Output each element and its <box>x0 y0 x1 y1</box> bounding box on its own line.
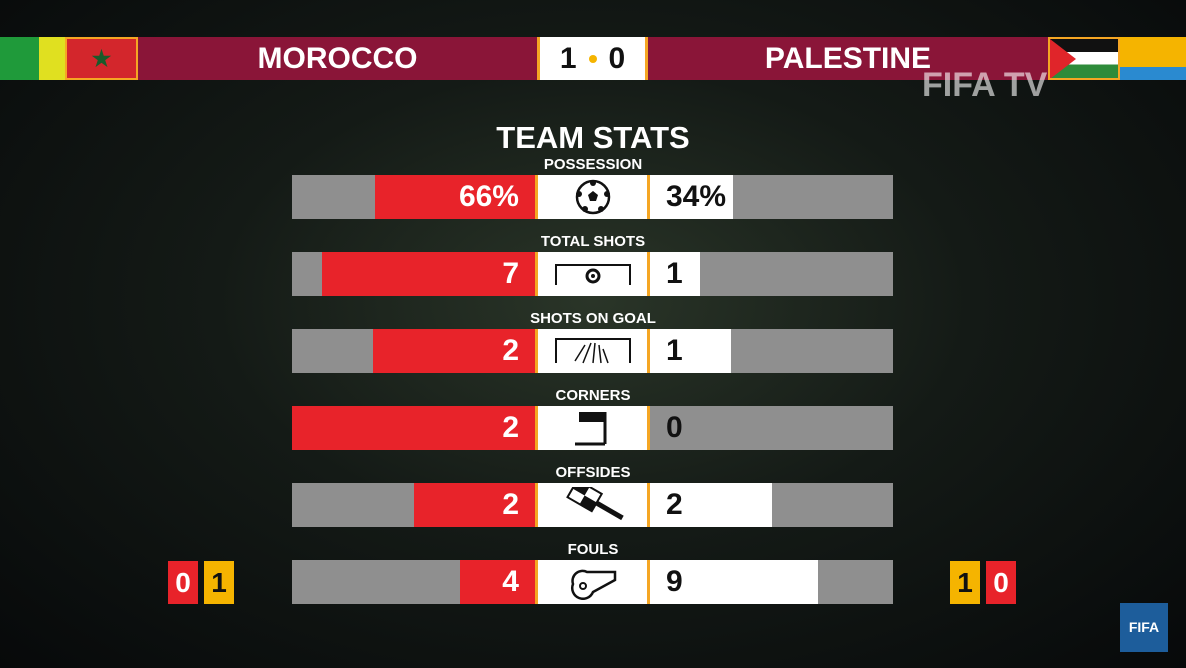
away-stat-bar: 2 <box>650 483 772 527</box>
home-stat-value: 2 <box>502 488 519 521</box>
home-score: 1 <box>559 41 577 75</box>
away-color-strip <box>1120 37 1186 80</box>
stat-label: FOULS <box>567 541 619 558</box>
fifa-tv-watermark: FIFA TV <box>922 66 1048 104</box>
stat-label: TOTAL SHOTS <box>540 233 646 250</box>
away-score: 0 <box>608 41 626 75</box>
stat-bar-total-shots: 7 1 <box>292 252 893 296</box>
away-stat-value: 2 <box>666 488 683 521</box>
stat-bar-offsides: 2 2 <box>292 483 893 527</box>
home-stat-bar: 2 <box>413 483 535 527</box>
home-stat-bar: 4 <box>460 560 535 604</box>
home-stat-value: 66% <box>458 180 519 213</box>
stat-bar-corners: 2 0 <box>292 406 893 450</box>
fifa-logo: FIFA <box>1120 603 1168 652</box>
stat-label: CORNERS <box>555 387 631 404</box>
stat-label: SHOTS ON GOAL <box>530 310 656 327</box>
away-stat-bar: 34% <box>650 175 733 219</box>
away-stat-value: 1 <box>666 334 683 367</box>
stat-bar-fouls: 4 9 <box>292 560 893 604</box>
away-stat-bar: 1 <box>650 329 731 373</box>
away-red-cards: 0 <box>986 561 1016 604</box>
home-stat-bar: 2 <box>292 406 535 450</box>
home-team-name: MOROCCO <box>257 42 418 75</box>
home-stat-value: 2 <box>502 411 519 444</box>
morocco-flag: ★ <box>65 37 138 80</box>
away-yellow-cards: 1 <box>950 561 980 604</box>
home-yellow-cards: 1 <box>204 561 234 604</box>
away-stat-value: 1 <box>666 257 683 290</box>
home-stat-bar: 7 <box>322 252 535 296</box>
stat-label: POSSESSION <box>543 156 643 173</box>
home-red-cards: 0 <box>168 561 198 604</box>
stat-bar-shots-on-goal: 2 1 <box>292 329 893 373</box>
home-stat-bar: 66% <box>374 175 535 219</box>
away-stat-bar: 0 <box>650 406 700 450</box>
away-stat-bar: 9 <box>650 560 819 604</box>
away-stat-value: 34% <box>666 180 727 213</box>
stat-bar-possession: 66% 34% <box>292 175 893 219</box>
palestine-flag <box>1048 37 1120 80</box>
away-stat-value: 0 <box>666 411 683 444</box>
away-team-name: PALESTINE <box>764 42 932 75</box>
ball-icon <box>535 175 650 219</box>
home-stat-bar: 2 <box>373 329 535 373</box>
score-box: 1 0 <box>537 37 648 80</box>
corner-flag-icon <box>535 406 650 450</box>
home-stat-value: 7 <box>502 257 519 290</box>
page-title: TEAM STATS <box>496 120 690 155</box>
goal-net-icon <box>535 329 650 373</box>
home-stat-value: 2 <box>502 334 519 367</box>
whistle-icon <box>535 560 650 604</box>
home-stat-value: 4 <box>502 565 519 598</box>
home-color-strip <box>0 37 65 80</box>
stat-label: OFFSIDES <box>555 464 631 481</box>
offside-flag-icon <box>535 483 650 527</box>
goal-target-icon <box>535 252 650 296</box>
away-stat-value: 9 <box>666 565 683 598</box>
score-separator <box>588 54 597 63</box>
away-stat-bar: 1 <box>650 252 700 296</box>
